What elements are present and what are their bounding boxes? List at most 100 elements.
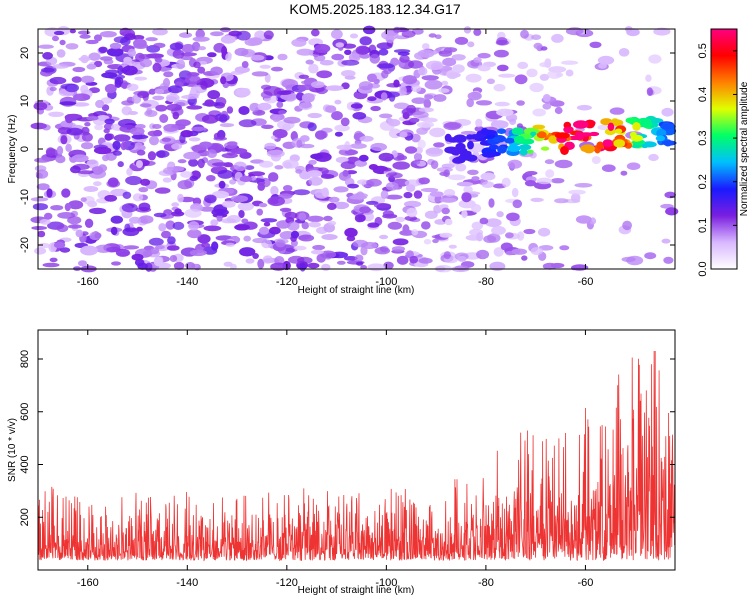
spectrogram-cell	[327, 220, 337, 226]
spectrogram-cell	[152, 28, 168, 36]
spectrogram-cell	[307, 122, 317, 132]
spectrogram-cell	[99, 31, 117, 38]
spectrogram-cell	[575, 215, 592, 224]
spectrogram-cell	[479, 217, 489, 225]
spectrogram-cell	[197, 66, 206, 74]
spectrogram-cell	[152, 62, 162, 73]
spectrogram-cell	[121, 203, 138, 213]
spectrogram-cell	[618, 48, 630, 57]
spectrogram-cell	[172, 49, 185, 59]
spectrogram-cell	[344, 49, 352, 55]
spectrogram-signal-cell	[580, 144, 596, 153]
spectrogram-cell	[417, 139, 426, 149]
spectrogram-cell	[283, 185, 293, 192]
spectrogram-cell	[32, 203, 49, 211]
spectrogram-cell	[152, 95, 165, 101]
spectrogram-cell	[359, 36, 372, 46]
spectrogram-cell	[383, 261, 394, 270]
spectrogram-cell	[77, 260, 88, 267]
spectrogram-cell	[352, 112, 367, 120]
spectrogram-cell	[135, 142, 143, 150]
spectrogram-cell	[327, 202, 337, 210]
spectrogram-cell	[188, 221, 200, 231]
spectrogram-x-tick-label: -80	[478, 276, 494, 288]
spectrogram-cell	[321, 263, 331, 271]
spectrogram-cell	[234, 66, 250, 74]
spectrogram-cell	[188, 158, 199, 167]
spectrogram-cell	[206, 149, 217, 159]
spectrogram-signal-cell	[452, 137, 460, 143]
spectrogram-cell	[267, 196, 286, 207]
spectrogram-cell	[439, 232, 453, 238]
spectrogram-cell	[245, 258, 255, 264]
spectrogram-cell	[226, 106, 234, 114]
snr-y-ticks: 200 400 600 800	[19, 350, 675, 526]
spectrogram-cell	[475, 100, 493, 106]
spectrogram-cell	[293, 245, 307, 251]
colorbar-ticks: 0.0 0.1 0.2 0.3 0.4 0.5	[697, 43, 737, 277]
spectrogram-cell	[53, 241, 66, 249]
spectrogram-cell	[467, 169, 479, 175]
spectrogram-cell	[297, 256, 313, 264]
spectrogram-signal-cell	[536, 131, 547, 139]
spectrogram-cell	[512, 199, 523, 209]
spectrogram-cell	[374, 247, 391, 255]
spectrogram-cell	[86, 116, 99, 121]
spectrogram-cell	[307, 262, 320, 269]
spectrogram-cell	[122, 191, 132, 199]
spectrogram-cell	[131, 134, 149, 140]
spectrogram-signal-cell	[497, 145, 507, 154]
spectrogram-cell	[308, 63, 319, 74]
spectrogram-cell	[138, 187, 149, 193]
spectrogram-cell	[211, 241, 219, 251]
spectrogram-cell	[417, 49, 435, 58]
spectrogram-cell	[404, 146, 418, 154]
spectrogram-cell	[180, 55, 193, 61]
spectrogram-signal-cell	[602, 139, 614, 148]
spectrogram-cell	[344, 227, 358, 238]
spectrogram-cell	[229, 179, 237, 185]
spectrogram-cell	[428, 33, 437, 38]
spectrogram-cell	[498, 73, 516, 78]
spectrogram-cell	[206, 175, 216, 182]
spectrogram-cell	[259, 64, 271, 69]
spectrogram-cell	[321, 234, 338, 240]
spectrogram-cell	[476, 249, 490, 260]
spectrogram-cell	[259, 160, 274, 168]
spectrogram-cell	[648, 54, 662, 64]
spectrogram-cell	[308, 38, 323, 46]
spectrogram-cell	[34, 247, 47, 255]
spectrogram-signal-cell	[513, 135, 525, 144]
spectrogram-cell	[98, 46, 108, 53]
spectrogram-cell	[544, 159, 555, 165]
spectrogram-cell	[467, 91, 482, 101]
colorbar-tick-label: 0.4	[697, 87, 709, 102]
spectrogram-cell	[114, 78, 122, 88]
spectrogram-cell	[282, 159, 299, 169]
spectrogram-cell	[276, 101, 284, 108]
spectrogram-cell	[66, 127, 83, 136]
spectrogram-cell	[183, 151, 201, 160]
spectrogram-cell	[376, 63, 394, 69]
spectrogram-cell	[249, 102, 260, 112]
spectrogram-cell	[290, 230, 300, 239]
spectrogram-cell	[328, 196, 340, 203]
spectrogram-cell	[376, 42, 393, 50]
spectrogram-cell	[363, 25, 376, 35]
spectrogram-cell	[187, 229, 202, 239]
spectrogram-cell	[370, 142, 388, 152]
spectrogram-cell	[225, 242, 235, 247]
spectrogram-cell	[38, 44, 54, 49]
spectrogram-cell	[368, 164, 379, 170]
spectrogram-cell	[458, 199, 476, 209]
spectrogram-cell	[373, 203, 392, 209]
spectrogram-cell	[211, 162, 230, 167]
spectrogram-signal-cell	[554, 132, 570, 139]
spectrogram-cell	[238, 209, 245, 219]
spectrogram-signal-cell	[496, 128, 507, 134]
spectrogram-cell	[134, 76, 148, 81]
spectrogram-cell	[554, 106, 563, 115]
spectrogram-cell	[422, 43, 430, 50]
spectrogram-cell	[153, 256, 163, 267]
spectrogram-cell	[41, 67, 55, 73]
